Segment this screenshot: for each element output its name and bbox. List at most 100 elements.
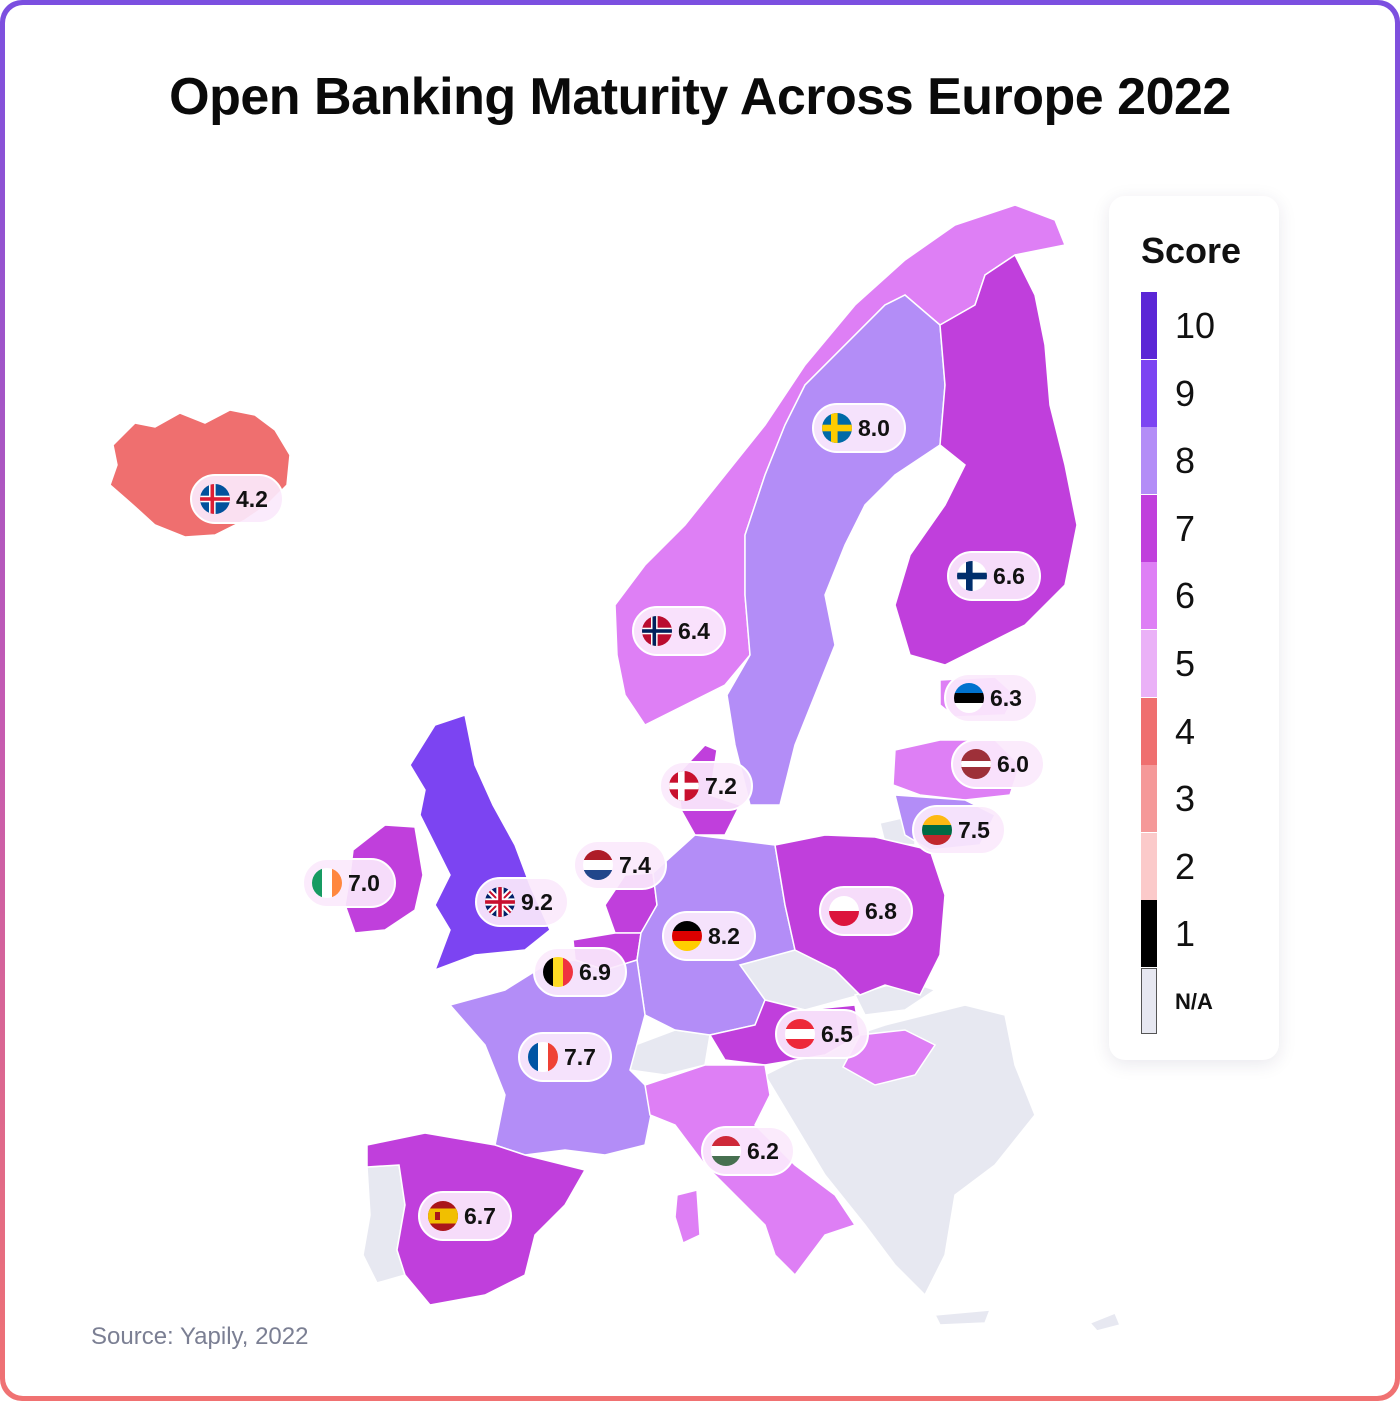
legend-label: 5 <box>1175 643 1196 684</box>
score-value: 7.5 <box>958 817 990 843</box>
legend-swatch <box>1141 900 1157 968</box>
score-value: 6.2 <box>747 1138 779 1164</box>
country-portugal[interactable] <box>362 1164 406 1284</box>
flag-dk-icon <box>669 771 699 801</box>
legend-swatch <box>1141 968 1157 1034</box>
legend-label: N/A <box>1175 989 1213 1014</box>
score-markers: 4.2 8.0 6.6 6.4 6.3 6.0 7.5 7.2 7.4 7.0 9.2 8.2 6.8 6… <box>190 403 1045 1241</box>
flag-nl-icon <box>583 850 613 880</box>
legend-swatch <box>1141 494 1157 562</box>
flag-es-icon <box>428 1201 458 1231</box>
country-crete[interactable] <box>933 1309 992 1326</box>
score-pill-ireland[interactable]: 7.0 <box>302 858 396 908</box>
legend-swatch <box>1141 697 1157 765</box>
source-note: Source: Yapily, 2022 <box>91 1323 309 1350</box>
legend-swatch <box>1141 630 1157 697</box>
legend-item: 9 <box>1141 359 1271 427</box>
score-pill-austria[interactable]: 6.5 <box>775 1009 869 1059</box>
legend-swatch <box>1141 427 1157 495</box>
score-pill-belgium[interactable]: 6.9 <box>533 947 627 997</box>
legend-item: 3 <box>1141 765 1271 833</box>
legend-swatch <box>1141 292 1157 359</box>
legend-label: 7 <box>1175 507 1196 549</box>
score-pill-poland[interactable]: 6.8 <box>819 886 913 936</box>
score-pill-denmark[interactable]: 7.2 <box>659 761 753 811</box>
score-value: 4.2 <box>236 486 268 512</box>
flag-gb-icon <box>485 887 515 917</box>
score-value: 6.4 <box>678 618 710 644</box>
score-value: 7.0 <box>348 870 380 896</box>
flag-fi-icon <box>957 561 987 591</box>
flag-lv-icon <box>961 749 991 779</box>
score-pill-hungary[interactable]: 6.2 <box>701 1126 795 1176</box>
legend-item: 5 <box>1141 630 1271 697</box>
flag-se-icon <box>822 413 852 443</box>
legend-panel: Score 10 9 8 7 6 5 4 3 2 1 N/A <box>1109 196 1279 1060</box>
legend-label: 4 <box>1175 710 1196 752</box>
score-value: 6.0 <box>997 751 1029 777</box>
score-pill-estonia[interactable]: 6.3 <box>944 673 1038 723</box>
score-value: 6.9 <box>579 959 611 985</box>
europe-map: 4.2 8.0 6.6 6.4 6.3 6.0 7.5 7.2 7.4 7.0 9.2 8.2 6.8 6… <box>109 204 1122 1332</box>
legend-label: 6 <box>1175 575 1196 617</box>
page-title: Open Banking Maturity Across Europe 2022 <box>169 68 1231 126</box>
flag-pl-icon <box>829 896 859 926</box>
score-value: 6.5 <box>821 1021 853 1047</box>
flag-ee-icon <box>954 683 984 713</box>
legend-item: 1 <box>1141 900 1271 968</box>
score-value: 9.2 <box>521 889 553 915</box>
score-pill-sweden[interactable]: 8.0 <box>812 403 906 453</box>
card: Open Banking Maturity Across Europe 2022 <box>5 5 1395 1396</box>
legend-item: 2 <box>1141 832 1271 900</box>
legend-label: 2 <box>1175 845 1196 887</box>
score-value: 6.6 <box>993 563 1025 589</box>
score-value: 6.7 <box>464 1203 496 1229</box>
legend-item: 8 <box>1141 427 1271 495</box>
legend-item: 10 <box>1141 292 1271 359</box>
flag-no-icon <box>642 616 672 646</box>
score-value: 8.2 <box>708 923 740 949</box>
score-value: 6.8 <box>865 898 897 924</box>
country-uk[interactable] <box>409 714 551 972</box>
country-sweden[interactable] <box>726 294 946 806</box>
legend-label: 10 <box>1175 305 1216 346</box>
country-balkans[interactable] <box>763 1004 1036 1297</box>
legend-item: 7 <box>1141 494 1271 562</box>
score-pill-germany[interactable]: 8.2 <box>662 911 756 961</box>
score-value: 8.0 <box>858 415 890 441</box>
legend-label: 1 <box>1175 913 1196 955</box>
flag-at-icon <box>785 1019 815 1049</box>
score-pill-uk[interactable]: 9.2 <box>475 877 569 927</box>
score-pill-lithuania[interactable]: 7.5 <box>912 805 1006 855</box>
score-pill-france[interactable]: 7.7 <box>518 1032 612 1082</box>
legend-item: N/A <box>1141 968 1271 1035</box>
legend-swatch <box>1141 832 1157 900</box>
flag-hu-icon <box>711 1136 741 1166</box>
score-value: 7.7 <box>564 1044 596 1070</box>
flag-lt-icon <box>922 815 952 845</box>
score-pill-norway[interactable]: 6.4 <box>632 606 726 656</box>
legend-item: 6 <box>1141 562 1271 630</box>
legend-label: 3 <box>1175 778 1196 820</box>
flag-de-icon <box>672 921 702 951</box>
country-cyprus[interactable] <box>1088 1312 1122 1332</box>
legend-label: 9 <box>1175 372 1196 414</box>
flag-is-icon <box>200 484 230 514</box>
score-pill-spain[interactable]: 6.7 <box>418 1191 512 1241</box>
flag-ie-icon <box>312 868 342 898</box>
country-sardinia[interactable] <box>674 1189 701 1245</box>
score-pill-netherlands[interactable]: 7.4 <box>573 840 667 890</box>
score-pill-latvia[interactable]: 6.0 <box>951 739 1045 789</box>
flag-be-icon <box>543 957 573 987</box>
score-pill-finland[interactable]: 6.6 <box>947 551 1041 601</box>
legend-label: 8 <box>1175 440 1196 482</box>
legend-swatch <box>1141 765 1157 833</box>
flag-fr-icon <box>528 1042 558 1072</box>
score-pill-iceland[interactable]: 4.2 <box>190 474 284 524</box>
score-value: 6.3 <box>990 685 1022 711</box>
score-value: 7.4 <box>619 852 651 878</box>
score-value: 7.2 <box>705 773 737 799</box>
legend-swatch <box>1141 359 1157 427</box>
legend-title: Score <box>1141 230 1242 271</box>
